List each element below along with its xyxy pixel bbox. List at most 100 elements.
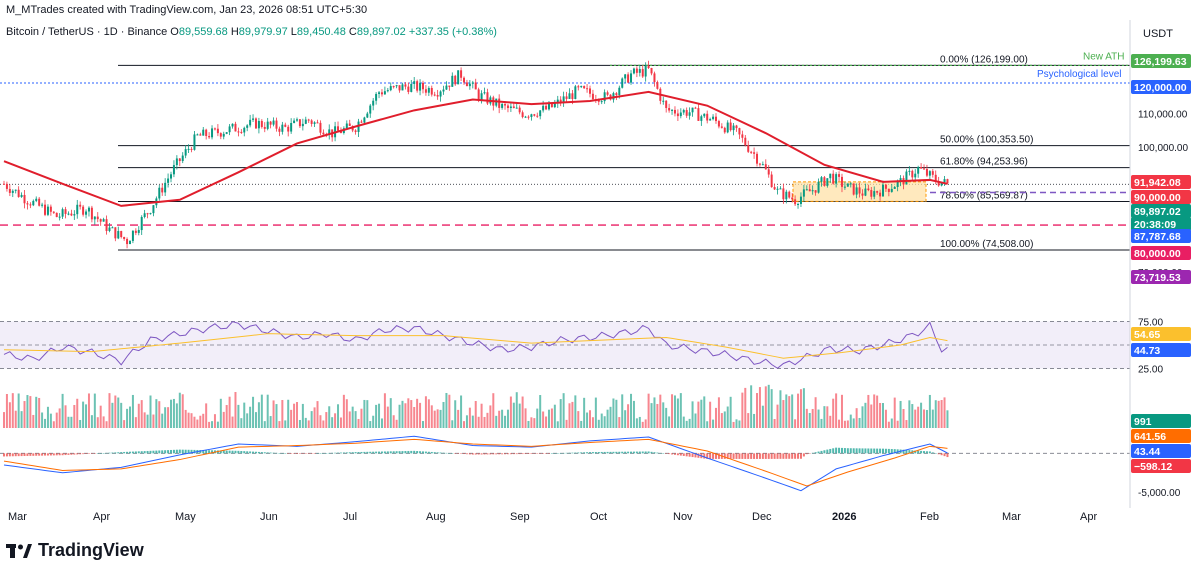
volume-bar <box>278 421 281 428</box>
macd-histogram-bar <box>269 452 272 454</box>
macd-histogram-bar <box>873 448 876 454</box>
volume-bar <box>44 418 47 428</box>
macd-histogram-bar <box>67 453 70 455</box>
volume-bar <box>128 406 131 428</box>
candle-body <box>706 113 709 121</box>
volume-bar <box>375 404 378 428</box>
volume-bar <box>509 396 512 428</box>
volume-bar <box>826 406 829 428</box>
candle-body <box>52 211 55 213</box>
candle-body <box>64 209 67 214</box>
macd-histogram-bar <box>316 453 319 454</box>
volume-bar <box>662 402 665 428</box>
candle-body <box>164 182 167 193</box>
candle-body <box>46 206 49 215</box>
candle-body <box>653 73 656 83</box>
macd-histogram-bar <box>498 453 501 455</box>
volume-bar <box>586 412 589 428</box>
candle-body <box>940 182 943 186</box>
candle-body <box>861 193 864 196</box>
macd-histogram-bar <box>140 451 143 454</box>
candle-body <box>187 148 190 150</box>
macd-histogram-bar <box>673 453 676 455</box>
candle-body <box>515 107 518 109</box>
candle-body <box>802 189 805 197</box>
macd-badge: 641.56 <box>1134 431 1166 443</box>
volume-bar <box>76 398 79 428</box>
candle-body <box>105 219 108 231</box>
macd-histogram-bar <box>167 450 170 454</box>
candle-body <box>835 174 838 184</box>
volume-bar <box>553 404 556 428</box>
macd-histogram-bar <box>187 449 190 454</box>
macd-histogram-bar <box>717 453 720 459</box>
macd-histogram-bar <box>492 453 495 455</box>
volume-badge-bg <box>1131 414 1191 428</box>
volume-bar <box>761 405 764 428</box>
candle-body <box>123 237 126 239</box>
macd-histogram-bar <box>747 453 750 459</box>
macd-histogram-bar <box>29 453 32 456</box>
candle-body <box>114 227 117 239</box>
time-tick: Dec <box>752 511 772 523</box>
candle-body <box>618 87 621 96</box>
symbol-title: Bitcoin / TetherUS · 1D · Binance <box>6 26 168 38</box>
macd-histogram-bar <box>937 453 940 455</box>
candle-body <box>196 134 199 136</box>
candle-body <box>32 200 35 206</box>
volume-bar <box>665 407 668 428</box>
candle-body <box>445 85 448 90</box>
candle-body <box>199 134 202 136</box>
volume-bar <box>679 393 682 428</box>
candle-body <box>521 112 524 118</box>
macd-histogram-bar <box>137 451 140 454</box>
candle-body <box>471 82 474 84</box>
candle-body <box>126 238 129 245</box>
volume-bar <box>876 395 879 428</box>
macd-histogram-bar <box>225 450 228 454</box>
macd-histogram-bar <box>298 453 301 454</box>
volume-bar <box>11 393 14 428</box>
candle-body <box>99 219 102 222</box>
macd-histogram-bar <box>533 453 536 454</box>
volume-bar <box>756 393 759 428</box>
candle-body <box>392 86 395 88</box>
candle-body <box>817 181 820 193</box>
candle-body <box>430 87 433 95</box>
macd-histogram-bar <box>342 452 345 454</box>
author-line: M_MTrades created with TradingView.com, … <box>6 4 368 16</box>
macd-histogram-bar <box>729 453 732 459</box>
macd-histogram-bar <box>547 453 550 454</box>
macd-badge-bg <box>1131 459 1191 473</box>
macd-histogram-bar <box>553 453 556 454</box>
volume-bar <box>635 418 638 428</box>
macd-histogram-bar <box>852 448 855 454</box>
macd-histogram-bar <box>876 448 879 454</box>
trading-chart[interactable]: 0.00% (126,199.00) 50.00% (100,353.50) 61.… <box>0 0 1200 540</box>
candle-body <box>656 82 659 89</box>
volume-bar <box>612 398 615 428</box>
candle-body <box>832 173 835 184</box>
candle-body <box>887 188 890 192</box>
macd-histogram-bar <box>240 451 243 454</box>
candle-body <box>714 116 717 122</box>
candle-body <box>287 126 290 132</box>
volume-bar <box>155 399 158 428</box>
candle-body <box>146 213 149 215</box>
macd-histogram-bar <box>764 453 767 459</box>
macd-histogram-bar <box>893 449 896 454</box>
macd-histogram-bar <box>61 453 64 456</box>
volume-bar <box>360 408 363 428</box>
candle-body <box>448 85 451 87</box>
candle-body <box>911 170 914 178</box>
volume-bar <box>802 388 805 428</box>
macd-histogram-bar <box>58 453 61 456</box>
candle-body <box>369 105 372 114</box>
rsi-badge-bg <box>1131 327 1191 341</box>
volume-bar <box>870 404 873 428</box>
macd-histogram-bar <box>433 452 436 454</box>
macd-histogram-bar <box>577 452 580 454</box>
candle-body <box>785 191 788 200</box>
macd-histogram-bar <box>237 450 240 454</box>
macd-histogram-bar <box>17 453 20 457</box>
